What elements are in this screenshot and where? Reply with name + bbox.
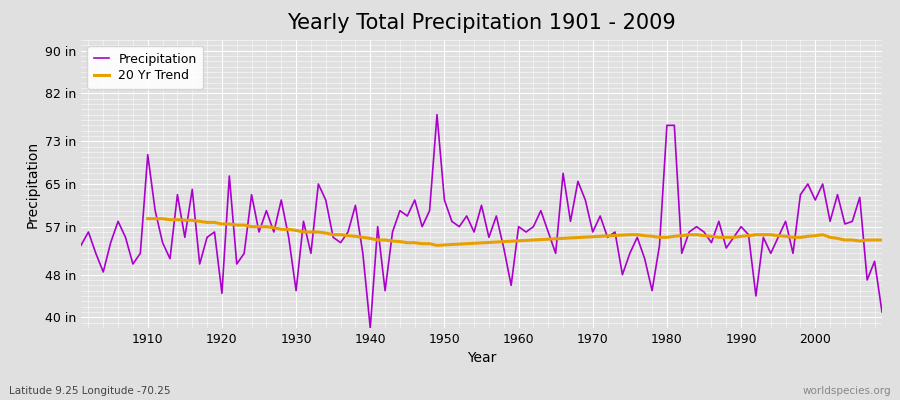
Precipitation [877,310,887,314]
Precipitation [76,243,86,248]
Precipitation [343,230,354,234]
20 Yr Trend [773,233,784,238]
20 Yr Trend [187,218,198,223]
20 Yr Trend [824,235,835,240]
20 Yr Trend [877,238,887,242]
Text: Latitude 9.25 Longitude -70.25: Latitude 9.25 Longitude -70.25 [9,386,170,396]
Precipitation [432,112,443,117]
Line: 20 Yr Trend: 20 Yr Trend [148,219,882,245]
20 Yr Trend [765,232,776,237]
Precipitation [617,272,628,277]
Y-axis label: Precipitation: Precipitation [25,140,40,228]
Precipitation [528,224,539,229]
Title: Yearly Total Precipitation 1901 - 2009: Yearly Total Precipitation 1901 - 2009 [287,13,676,33]
Precipitation [298,219,309,224]
20 Yr Trend [751,232,761,237]
20 Yr Trend [142,216,153,221]
Line: Precipitation: Precipitation [81,115,882,328]
20 Yr Trend [788,235,798,240]
Legend: Precipitation, 20 Yr Trend: Precipitation, 20 Yr Trend [87,46,203,88]
Precipitation [520,230,531,234]
X-axis label: Year: Year [467,352,496,366]
20 Yr Trend [432,243,443,248]
Precipitation [364,326,375,330]
Text: worldspecies.org: worldspecies.org [803,386,891,396]
Precipitation [135,251,146,256]
